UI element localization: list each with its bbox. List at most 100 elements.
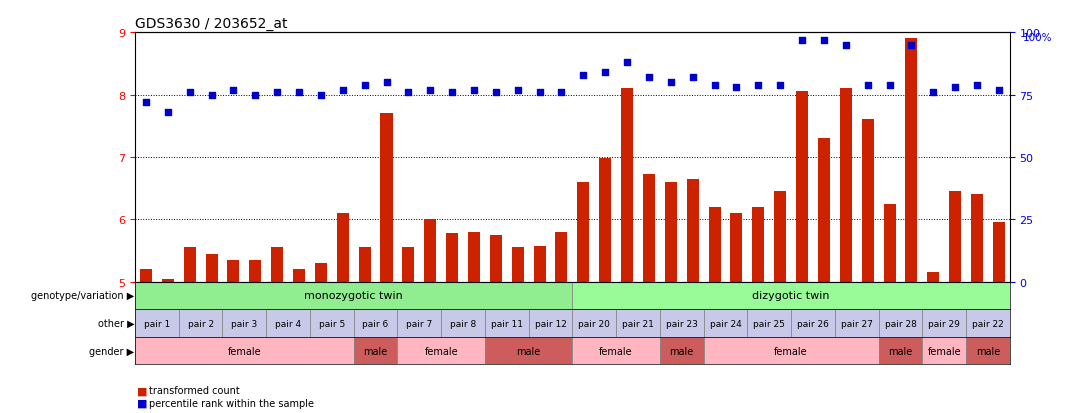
Bar	[446, 233, 458, 282]
Point	[815, 37, 833, 44]
Bar	[835, 309, 879, 337]
Point	[137, 100, 154, 106]
Text: pair 22: pair 22	[972, 319, 1003, 328]
Point	[465, 87, 483, 94]
Point	[203, 92, 220, 99]
Text: female: female	[928, 346, 961, 356]
Point	[553, 90, 570, 96]
Text: percentile rank within the sample: percentile rank within the sample	[149, 398, 314, 408]
Text: pair 3: pair 3	[231, 319, 257, 328]
Text: female: female	[599, 346, 633, 356]
Point	[619, 59, 636, 66]
Bar	[922, 309, 967, 337]
Bar	[967, 337, 1010, 365]
Bar	[753, 207, 765, 282]
Bar	[708, 207, 720, 282]
Bar	[599, 159, 611, 282]
Bar	[879, 337, 922, 365]
Point	[531, 90, 549, 96]
Point	[640, 75, 658, 81]
Bar	[840, 89, 852, 282]
Text: pair 28: pair 28	[885, 319, 917, 328]
Bar	[397, 309, 442, 337]
Bar	[293, 270, 305, 282]
Point	[509, 87, 526, 94]
Bar	[643, 175, 654, 282]
Bar	[621, 89, 633, 282]
Bar	[862, 120, 874, 282]
Bar	[879, 309, 922, 337]
Point	[444, 90, 461, 96]
Bar	[315, 263, 327, 282]
Point	[378, 80, 395, 86]
Text: female: female	[774, 346, 808, 356]
Text: ■: ■	[137, 385, 148, 395]
Text: pair 5: pair 5	[319, 319, 345, 328]
Bar	[354, 337, 397, 365]
Bar	[397, 337, 485, 365]
Bar	[883, 204, 895, 282]
Text: pair 23: pair 23	[665, 319, 698, 328]
Point	[771, 82, 788, 89]
Bar	[271, 248, 283, 282]
Point	[990, 87, 1008, 94]
Point	[312, 92, 329, 99]
Bar	[403, 248, 415, 282]
Bar	[572, 337, 660, 365]
Point	[924, 90, 942, 96]
Bar	[993, 223, 1004, 282]
Text: pair 2: pair 2	[188, 319, 214, 328]
Bar	[529, 309, 572, 337]
Text: pair 26: pair 26	[797, 319, 829, 328]
Point	[596, 69, 613, 76]
Text: male: male	[670, 346, 693, 356]
Bar	[774, 192, 786, 282]
Text: pair 25: pair 25	[753, 319, 785, 328]
Point	[487, 90, 504, 96]
Point	[334, 87, 351, 94]
Text: pair 7: pair 7	[406, 319, 432, 328]
Point	[181, 90, 199, 96]
Bar	[572, 309, 617, 337]
Bar	[578, 183, 590, 282]
Bar	[704, 309, 747, 337]
Bar	[971, 195, 983, 282]
Text: pair 29: pair 29	[928, 319, 960, 328]
Text: female: female	[424, 346, 458, 356]
Bar	[818, 139, 829, 282]
Bar	[796, 92, 808, 282]
Bar	[572, 282, 1010, 309]
Bar	[534, 246, 545, 282]
Bar	[249, 260, 261, 282]
Text: gender ▶: gender ▶	[89, 346, 134, 356]
Text: pair 1: pair 1	[144, 319, 170, 328]
Text: pair 20: pair 20	[578, 319, 610, 328]
Bar	[687, 179, 699, 282]
Bar	[380, 114, 392, 282]
Text: pair 21: pair 21	[622, 319, 654, 328]
Bar	[222, 309, 267, 337]
Text: transformed count: transformed count	[149, 385, 240, 395]
Bar	[179, 309, 222, 337]
Point	[859, 82, 876, 89]
Bar	[184, 248, 195, 282]
Bar	[949, 192, 961, 282]
Bar	[354, 309, 397, 337]
Bar	[665, 183, 677, 282]
Point	[246, 92, 264, 99]
Point	[356, 82, 374, 89]
Text: other ▶: other ▶	[97, 318, 134, 328]
Bar	[704, 337, 879, 365]
Point	[684, 75, 701, 81]
Bar	[512, 248, 524, 282]
Bar	[135, 337, 354, 365]
Point	[269, 90, 286, 96]
Bar	[337, 214, 349, 282]
Text: pair 4: pair 4	[275, 319, 301, 328]
Text: pair 6: pair 6	[363, 319, 389, 328]
Text: monozygotic twin: monozygotic twin	[305, 291, 403, 301]
Bar	[922, 337, 967, 365]
Text: pair 12: pair 12	[535, 319, 567, 328]
Text: pair 24: pair 24	[710, 319, 741, 328]
Bar	[162, 279, 174, 282]
